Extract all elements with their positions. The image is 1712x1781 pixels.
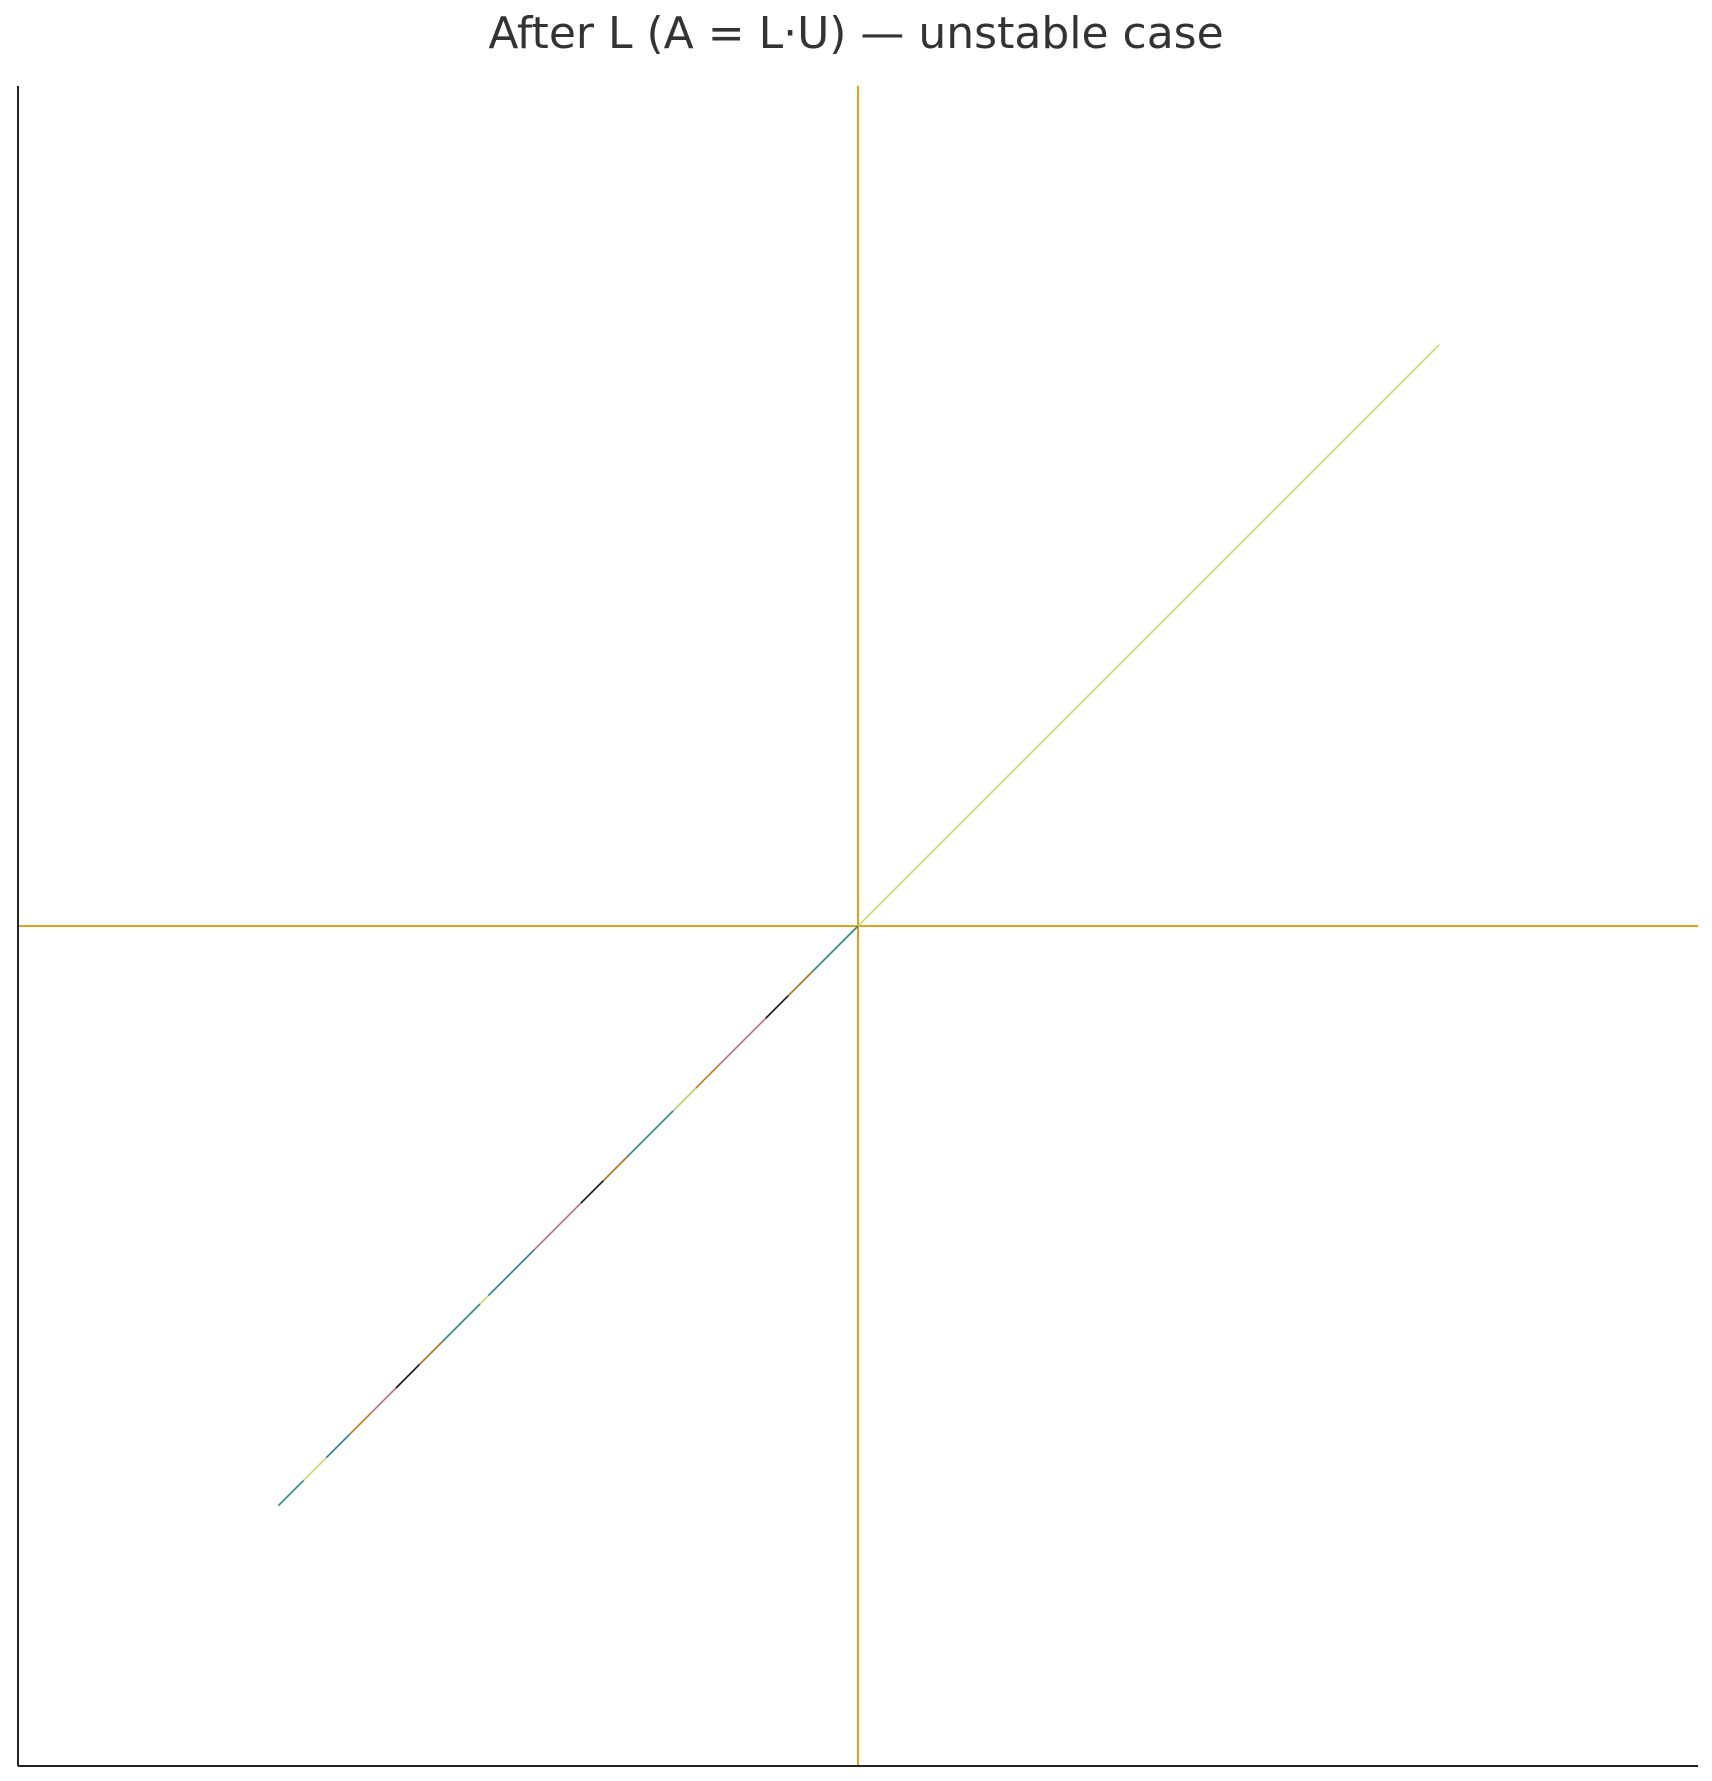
series-line-6	[695, 1064, 720, 1089]
series-line-20	[325, 1433, 351, 1459]
series-line-21	[303, 1457, 327, 1481]
series-line-4	[765, 995, 789, 1019]
series-line-11	[580, 1179, 605, 1204]
series-line-16	[418, 1341, 443, 1366]
series-line-10	[602, 1156, 628, 1182]
series-line-18	[371, 1387, 397, 1413]
chart-title: After L (A = L·U) — unstable case	[488, 8, 1224, 59]
series-line-12	[534, 1202, 582, 1250]
series-line-22	[277, 1479, 305, 1507]
series-line-5	[718, 1017, 767, 1066]
series-line-13	[487, 1248, 536, 1297]
series-line-3	[787, 971, 813, 997]
series-line-14	[479, 1295, 489, 1305]
series-line-1	[857, 344, 1440, 927]
series-line-17	[395, 1363, 421, 1389]
series-line-19	[349, 1410, 374, 1435]
series-line-8	[672, 1087, 697, 1112]
